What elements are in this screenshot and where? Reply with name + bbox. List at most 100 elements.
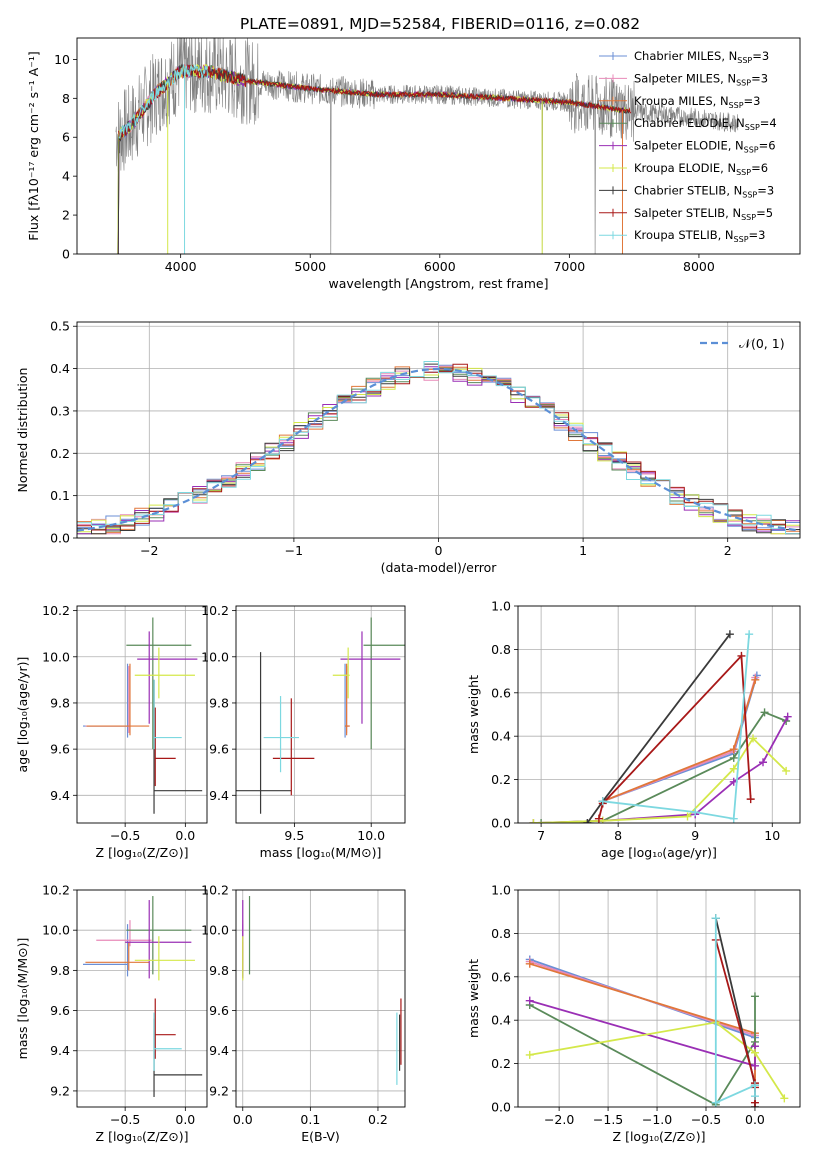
weight-marker-s5 [759,758,768,767]
legend-label: Salpeter ELODIE, N [634,139,744,153]
y-tick-label: 8 [62,91,70,106]
weight-marker-s9 [691,808,700,817]
y-tick-label: 10.2 [201,603,229,618]
weight-marker-s6 [782,766,791,775]
legend-entry: Kroupa ELODIE, NSSP=6 [634,161,768,177]
y-tick-label: 0.6 [491,685,511,700]
panel-age-vs-mass: 9.5 10.0 9.4 9.6 9.8 10.0 10.2 mass [log₁₀(M/M⊙… [201,603,406,860]
x-tick-label: 1 [579,543,587,558]
y-tick-label: 6 [62,130,70,145]
y-tick-label: 0.0 [491,1100,511,1115]
x-tick-label: 10.0 [357,828,385,843]
weight-marker-s3 [729,745,738,754]
x-axis-label: Z [log₁₀(Z/Z⊙)] [96,845,189,860]
x-tick-label: 9.5 [284,828,304,843]
y-tick-label: 10.0 [201,923,229,938]
legend-entry: Kroupa STELIB, NSSP=3 [634,228,765,244]
legend-count: =3 [752,49,769,63]
y-tick-label: 9.6 [50,742,70,757]
weight-marker-s6 [729,764,738,773]
weight-marker-s6 [683,812,692,821]
y-tick-label: 0.8 [491,926,511,941]
panel-mass-vs-ebv: 0.0 0.1 0.2 9.2 9.4 9.6 9.8 10.0 10.2 E(B-V) [201,883,406,1144]
weight-marker-s9 [711,914,720,923]
x-tick-label: 8 [614,828,622,843]
y-tick-label: 9.8 [209,963,229,978]
y-tick-label: 9.8 [50,695,70,710]
legend-entry: Salpeter STELIB, NSSP=5 [634,206,773,222]
axes-frame [76,321,801,539]
weight-marker-s8 [746,795,755,804]
weight-marker-s9 [711,1098,720,1107]
weight-line-s4 [529,996,756,1106]
x-tick-label: −1.5 [593,1112,623,1127]
legend-count: =3 [751,71,768,85]
weight-marker-s4 [750,992,759,1001]
y-axis-label: Flux [fλ10⁻¹⁷ erg cm⁻² s⁻¹ A⁻¹] [26,51,41,240]
y-axis-label: mass [log₁₀(M/M⊙)] [15,938,30,1060]
y-tick-label: 4 [62,169,70,184]
x-axis-label: (data-model)/error [381,560,498,575]
weight-line-s6 [533,736,787,823]
legend-entry: Chabrier ELODIE, NSSP=4 [634,116,777,132]
y-tick-label: 0.3 [50,403,70,418]
legend-count: =5 [756,206,773,220]
y-tick-label: 0.1 [50,488,70,503]
weight-marker-s6 [750,1048,759,1057]
legend-sub: SSP [736,78,751,87]
weight-marker-s7 [725,630,734,639]
plot-area [525,914,789,1107]
legend-count: =6 [759,139,776,153]
weight-line-s9 [714,918,756,1105]
weight-marker-s6 [749,734,757,743]
y-tick-label: 9.2 [50,1083,70,1098]
weight-marker-s8 [594,814,603,823]
weight-marker-s8 [737,651,746,660]
y-tick-label: 0.4 [491,1013,511,1028]
legend-sub: SSP [736,168,751,177]
axes-frame [76,889,208,1108]
legend-entry: Kroupa MILES, NSSP=3 [634,94,760,110]
y-tick-label: 0.0 [491,816,511,831]
legend-sub: SSP [737,56,752,65]
y-tick-label: 0.6 [491,969,511,984]
plot-area [242,896,402,1085]
weight-marker-s4 [760,708,769,717]
x-tick-label: 0.2 [368,1112,388,1127]
legend-count: =3 [757,183,774,197]
y-tick-label: 9.4 [209,788,229,803]
legend-sub: SSP [734,235,749,244]
x-tick-label: −0.5 [691,1112,721,1127]
x-tick-label: 2 [724,543,732,558]
legend-label: Salpeter STELIB, N [634,206,741,220]
axes-frame [235,605,406,824]
y-tick-label: 1.0 [491,883,511,898]
y-tick-label: 0.5 [50,319,70,334]
plot-area [83,896,203,1097]
weight-marker-s9 [750,1092,759,1101]
model-spectrum-s8 [118,64,632,138]
weight-marker-s6 [529,819,538,823]
y-axis-label: Normed distribution [15,368,30,493]
legend-sub: SSP [742,190,757,199]
y-axis-label: mass weight [466,959,481,1038]
legend-count: =3 [749,228,766,242]
x-axis-label: mass [log₁₀(M/M⊙)] [260,845,382,860]
y-tick-label: 10.2 [201,883,229,898]
x-tick-label: 9 [691,828,699,843]
legend-sub: SSP [744,146,759,155]
legend-label: Kroupa ELODIE, N [634,161,736,175]
weight-marker-s9 [598,797,607,806]
x-axis-label: E(B-V) [301,1129,340,1144]
plot-area [77,361,800,535]
model-spectrum-s7 [117,63,631,254]
x-tick-label: 10 [764,828,780,843]
weight-marker-s9 [729,814,738,823]
figure-title: PLATE=0891, MJD=52584, FIBERID=0116, z=0… [240,15,640,33]
y-tick-label: 9.6 [209,742,229,757]
y-tick-label: 0.4 [50,361,70,376]
y-tick-label: 10 [54,52,70,67]
x-tick-label: −2.0 [544,1112,574,1127]
y-tick-label: 9.2 [209,1083,229,1098]
